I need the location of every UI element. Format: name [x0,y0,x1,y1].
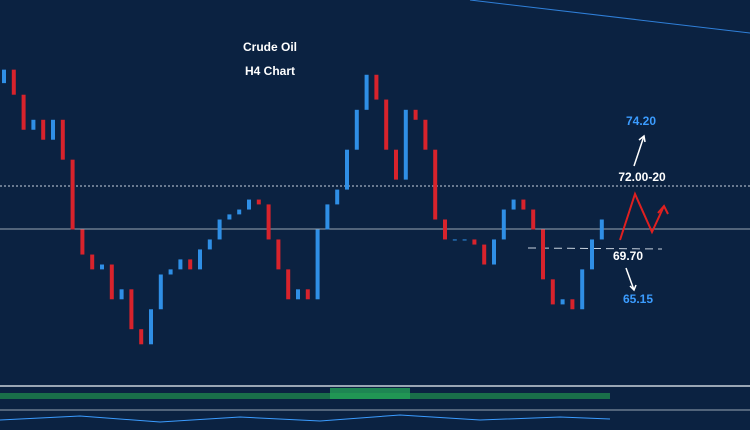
candle-body [60,119,65,160]
up-arrowhead [638,134,646,143]
candle-body [109,264,114,300]
candle-body [511,199,516,210]
candle-body [21,94,26,130]
candle-body [452,239,457,241]
down-arrow [625,267,635,291]
indicator-histogram [330,388,410,399]
candle-body [345,149,349,190]
candle-body [207,239,212,250]
trend-line [469,0,750,34]
indicator [0,388,611,423]
candle-body [492,239,496,265]
target-label: 74.20 [626,114,656,128]
candle-body [374,74,379,100]
candle-body [501,209,506,240]
candle-body [11,69,16,95]
candle-body [51,119,55,140]
candle-body [521,199,526,210]
candle-body [296,289,300,300]
candle-body [227,214,232,220]
candle-body [482,244,487,265]
candle-body [433,149,438,220]
candle-body [305,289,310,300]
candle-body [443,219,447,240]
candle-body [119,289,124,300]
candle-body [31,119,36,130]
candle-body [580,269,585,310]
candle-body [325,204,330,230]
candle-body [560,299,565,305]
candle-body [286,269,291,300]
candle-body [403,109,408,180]
candle-body [237,209,242,215]
candle-body [335,189,340,205]
indicator-histogram [0,393,610,399]
candle-body [178,259,183,270]
support-label: 69.70 [613,249,643,263]
candle-body [198,249,202,270]
candle-body [394,149,398,180]
chart-subtitle: H4 Chart [245,64,295,78]
candle-body [168,269,173,275]
candle-body [590,239,594,270]
candle-body [41,119,46,140]
candle-body [423,119,428,150]
support-line [527,247,663,250]
candle-body [80,229,85,255]
candle-body [188,259,193,270]
candle-body [266,204,271,240]
candle-body [462,239,467,241]
up-arrow [633,135,645,167]
candle-body [217,219,222,240]
chart-title: Crude Oil [243,40,297,54]
candle-body [550,279,555,305]
candle-body [354,109,359,150]
candle-body [384,99,389,150]
forecast-path [619,191,665,241]
candle-body [90,254,95,270]
down-arrowhead [629,284,637,292]
candle-body [129,289,134,330]
candle-body [541,229,545,280]
target-label: 65.15 [623,292,653,306]
candle-body [472,239,477,245]
candle-body [256,199,261,205]
candle-body [570,299,575,310]
resistance-label: 72.00-20 [618,170,666,184]
candle-body [158,274,163,310]
candle-body [315,229,320,300]
candle-body [70,159,75,230]
candle-body [276,239,281,270]
candle-body [247,199,251,210]
candle-body [100,264,104,270]
candle-body [413,109,418,120]
candle-body [2,69,6,84]
candle-body [364,74,369,110]
forecast-arrowhead [657,204,669,215]
candle-body [149,309,153,345]
candle-body [139,329,144,345]
candle-body [531,209,536,230]
candle-body [599,219,604,240]
oscillator-line [0,414,611,423]
